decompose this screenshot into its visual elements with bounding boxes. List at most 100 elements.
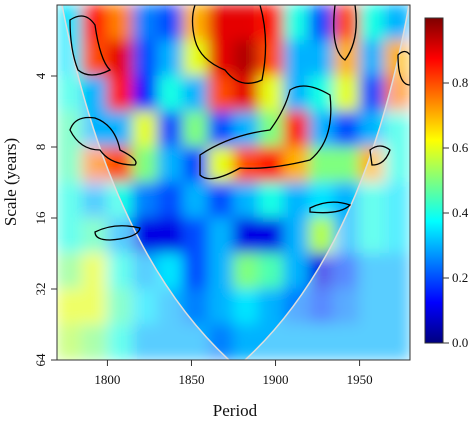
contour <box>397 50 410 86</box>
heat-cell <box>384 75 410 113</box>
heat-cell <box>258 5 285 42</box>
colorbar-tick-label: 0.8 <box>452 75 468 90</box>
heat-cell <box>132 111 159 148</box>
heat-cell <box>308 40 335 77</box>
heat-cell <box>283 288 310 326</box>
heat-cell <box>81 40 108 77</box>
heat-cell <box>182 5 209 42</box>
heat-cell <box>258 252 285 290</box>
heat-cell <box>333 111 361 148</box>
heat-cell <box>182 324 209 360</box>
heat-cell <box>333 75 361 113</box>
heat-cell <box>132 75 159 113</box>
heat-cell <box>359 111 386 148</box>
heat-cell <box>106 324 134 360</box>
colorbar-tick-label: 0.2 <box>452 270 468 285</box>
x-tick-label: 1850 <box>178 372 204 387</box>
heat-cell <box>106 288 134 326</box>
heat-cell <box>359 252 386 290</box>
colorbar-tick-label: 0.4 <box>452 205 469 220</box>
heat-cell <box>132 324 159 360</box>
heat-cell <box>132 288 159 326</box>
heat-cell <box>258 146 285 183</box>
x-axis-label: Period <box>213 401 258 420</box>
heat-cell <box>283 5 310 42</box>
heat-cell <box>283 181 310 219</box>
heat-cell <box>333 217 361 254</box>
heat-cell <box>182 217 209 254</box>
heat-cell <box>283 324 310 360</box>
significance-contours <box>69 5 410 241</box>
heat-cell <box>157 252 184 290</box>
heat-cell <box>384 217 410 254</box>
heat-cell <box>132 252 159 290</box>
heat-cell <box>207 40 234 77</box>
heat-cell <box>233 5 260 42</box>
contour <box>69 116 137 166</box>
heat-cell <box>57 146 83 183</box>
heat-cell <box>283 75 310 113</box>
heat-cell <box>207 217 234 254</box>
heat-cell <box>157 111 184 148</box>
x-tick-label: 1800 <box>94 372 120 387</box>
heat-cell <box>157 146 184 183</box>
heat-cell <box>182 75 209 113</box>
contour <box>94 225 141 241</box>
heat-cell <box>308 288 335 326</box>
heat-cell <box>233 40 260 77</box>
y-tick-label: 64 <box>33 353 48 367</box>
heat-cell <box>157 288 184 326</box>
heat-cell <box>81 5 108 42</box>
contour <box>69 15 112 76</box>
heat-cell <box>359 288 386 326</box>
contour <box>369 145 391 166</box>
x-tick-label: 1900 <box>263 372 289 387</box>
heat-cell <box>258 40 285 77</box>
y-tick-label: 8 <box>33 144 48 151</box>
heat-cell <box>333 146 361 183</box>
contour <box>199 85 332 180</box>
heat-cell <box>384 252 410 290</box>
heat-cell <box>182 181 209 219</box>
heat-cell <box>207 111 234 148</box>
heat-cell <box>106 252 134 290</box>
y-tick-label: 4 <box>33 72 48 79</box>
heat-cell <box>359 40 386 77</box>
heat-cell <box>81 217 108 254</box>
heat-cell <box>233 252 260 290</box>
heat-cell <box>207 324 234 360</box>
heat-cell <box>57 288 83 326</box>
x-tick-label: 1950 <box>347 372 373 387</box>
contour <box>309 201 352 214</box>
heat-cell <box>81 252 108 290</box>
heat-cell <box>258 181 285 219</box>
heat-cell <box>182 288 209 326</box>
heat-cell <box>359 324 386 360</box>
heat-cell <box>308 324 335 360</box>
heat-cell <box>132 146 159 183</box>
heat-cell <box>57 324 83 360</box>
heat-cell <box>207 252 234 290</box>
heat-cell <box>57 217 83 254</box>
heat-cell <box>157 75 184 113</box>
heat-cell <box>359 75 386 113</box>
heat-cell <box>57 181 83 219</box>
plot-frame <box>56 4 411 361</box>
heat-cell <box>359 217 386 254</box>
heat-cell <box>132 5 159 42</box>
heat-cell <box>283 111 310 148</box>
heat-cell <box>207 75 234 113</box>
heat-cell <box>384 288 410 326</box>
heat-cell <box>258 288 285 326</box>
heat-cell <box>81 288 108 326</box>
heat-cell <box>207 5 234 42</box>
heat-cell <box>233 217 260 254</box>
heat-cell <box>283 40 310 77</box>
heat-cell <box>207 181 234 219</box>
heat-cell <box>333 324 361 360</box>
heat-cell <box>106 40 134 77</box>
heat-cell <box>258 217 285 254</box>
heat-cell <box>308 5 335 42</box>
heat-cell <box>182 40 209 77</box>
